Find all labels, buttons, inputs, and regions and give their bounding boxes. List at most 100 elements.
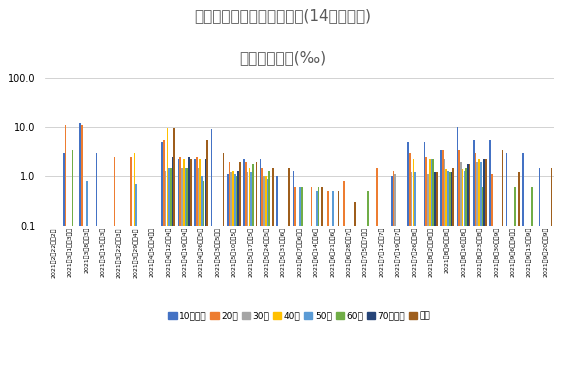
Bar [463, 171, 465, 389]
Bar [460, 161, 462, 389]
Bar [64, 125, 66, 389]
Bar [451, 172, 452, 389]
Bar [434, 172, 436, 389]
Bar [288, 168, 290, 389]
Bar [444, 159, 445, 389]
Bar [411, 172, 412, 389]
Bar [424, 142, 425, 389]
Bar [196, 157, 198, 389]
Bar [239, 161, 241, 389]
Legend: 10代以下, 20代, 30代, 40代, 50代, 60代, 70代以上, 不明: 10代以下, 20代, 30代, 40代, 50代, 60代, 70代以上, 不… [168, 312, 431, 321]
Bar [236, 176, 237, 389]
Bar [206, 140, 208, 389]
Bar [447, 171, 449, 389]
Bar [245, 161, 247, 389]
Bar [198, 168, 199, 389]
Bar [201, 176, 203, 389]
Bar [432, 159, 434, 389]
Bar [199, 159, 201, 389]
Bar [276, 176, 278, 389]
Bar [161, 142, 163, 389]
Bar [211, 129, 212, 389]
Bar [467, 164, 468, 389]
Bar [260, 159, 262, 389]
Bar [473, 140, 475, 389]
Bar [407, 142, 409, 389]
Bar [412, 159, 414, 389]
Text: 内閣官房モニタリング検査(14都道府県): 内閣官房モニタリング検査(14都道府県) [194, 8, 371, 23]
Bar [327, 191, 329, 389]
Bar [186, 168, 188, 389]
Bar [180, 157, 181, 389]
Bar [531, 187, 533, 389]
Bar [63, 153, 64, 389]
Bar [231, 172, 232, 389]
Bar [101, 226, 103, 389]
Bar [311, 187, 312, 389]
Bar [515, 187, 516, 389]
Bar [301, 187, 303, 389]
Bar [425, 157, 427, 389]
Bar [173, 128, 175, 389]
Bar [485, 159, 487, 389]
Bar [436, 172, 438, 389]
Bar [165, 171, 167, 389]
Bar [294, 187, 296, 389]
Bar [299, 187, 301, 389]
Bar [252, 164, 254, 389]
Bar [95, 153, 97, 389]
Bar [172, 157, 173, 389]
Bar [86, 181, 88, 389]
Bar [337, 191, 339, 389]
Bar [134, 153, 136, 389]
Bar [394, 174, 396, 389]
Bar [237, 171, 239, 389]
Bar [267, 179, 268, 389]
Bar [163, 140, 164, 389]
Bar [502, 149, 503, 389]
Bar [250, 172, 252, 389]
Bar [72, 149, 73, 389]
Bar [409, 153, 411, 389]
Bar [393, 171, 394, 389]
Bar [431, 159, 432, 389]
Bar [489, 140, 491, 389]
Bar [480, 161, 481, 389]
Bar [440, 149, 442, 389]
Bar [168, 168, 170, 389]
Bar [414, 172, 416, 389]
Bar [391, 176, 393, 389]
Bar [185, 168, 186, 389]
Bar [469, 164, 471, 389]
Bar [318, 187, 319, 389]
Bar [465, 168, 467, 389]
Bar [376, 168, 378, 389]
Bar [458, 149, 460, 389]
Bar [475, 153, 476, 389]
Bar [522, 153, 524, 389]
Bar [263, 176, 265, 389]
Bar [178, 159, 179, 389]
Bar [249, 168, 250, 389]
Bar [538, 168, 540, 389]
Bar [79, 123, 81, 389]
Bar [506, 153, 507, 389]
Bar [484, 159, 485, 389]
Bar [476, 161, 478, 389]
Bar [227, 174, 229, 389]
Bar [354, 202, 355, 389]
Bar [170, 168, 172, 389]
Bar [244, 159, 245, 389]
Bar [268, 171, 270, 389]
Bar [188, 157, 190, 389]
Bar [449, 172, 450, 389]
Bar [332, 191, 334, 389]
Bar [265, 176, 267, 389]
Bar [194, 159, 195, 389]
Bar [234, 174, 236, 389]
Bar [429, 159, 431, 389]
Bar [205, 159, 206, 389]
Text: 年齢別陽性率(‰): 年齢別陽性率(‰) [239, 51, 326, 66]
Bar [427, 174, 429, 389]
Bar [491, 174, 493, 389]
